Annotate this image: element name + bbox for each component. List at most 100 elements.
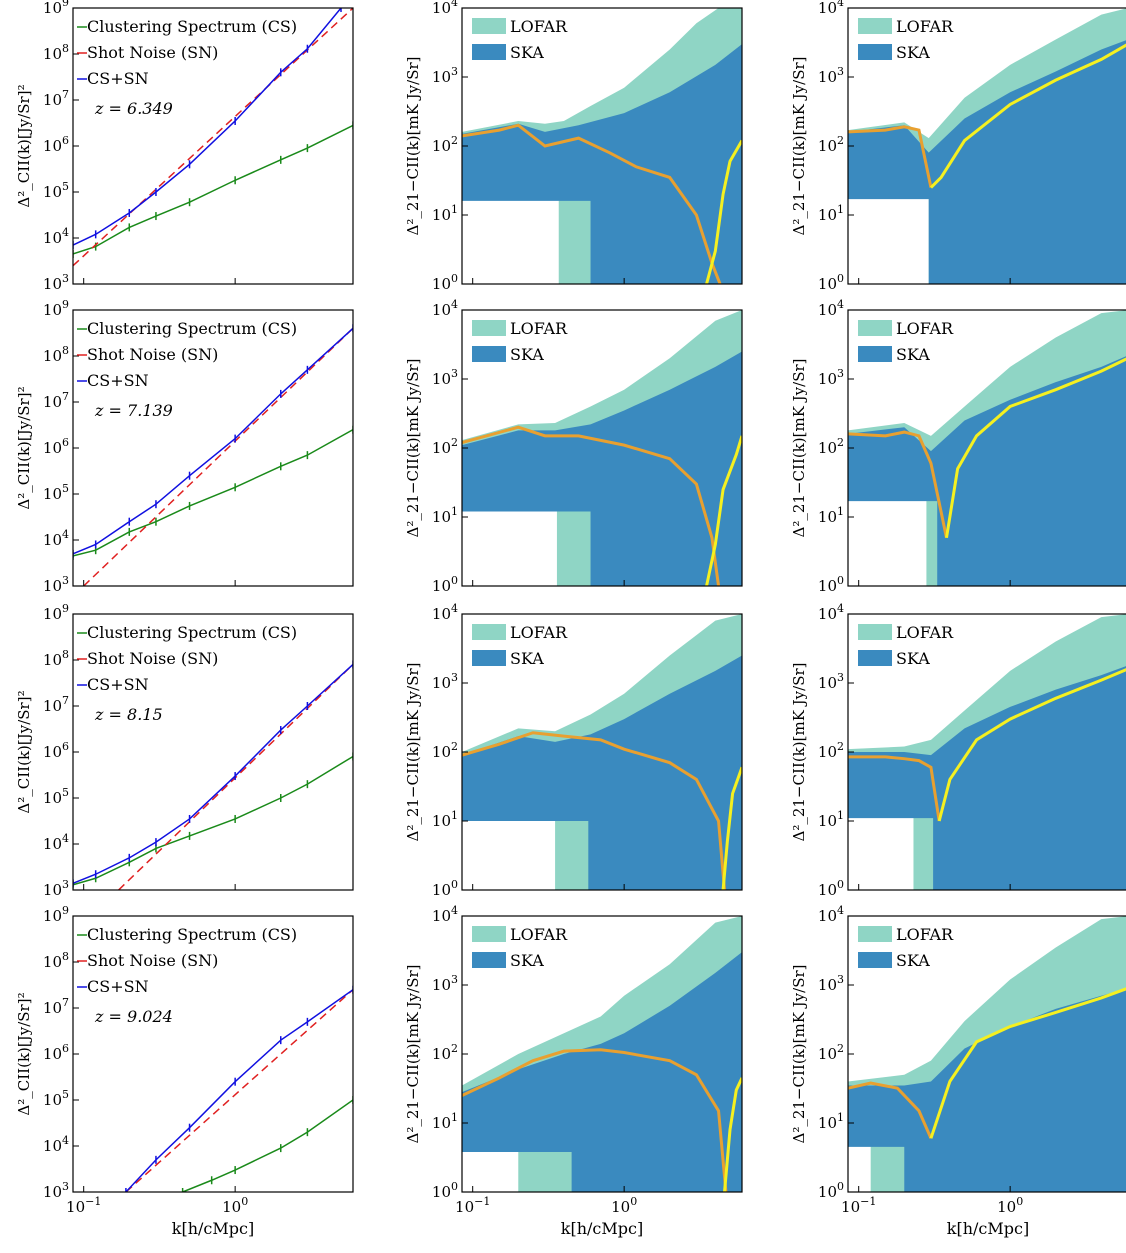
- y-tick-exp: 6: [62, 134, 69, 147]
- y-tick-exp: 3: [837, 973, 844, 986]
- y-tick-label: 102: [818, 740, 844, 761]
- y-tick-exp: 4: [837, 0, 844, 9]
- y-tick-label: 106: [43, 134, 69, 155]
- legend-swatch: [472, 650, 506, 666]
- line-shot-noise-sn-: [73, 8, 353, 267]
- legend: LOFAR SKA: [472, 623, 568, 668]
- band-ska: [848, 988, 1126, 1192]
- y-tick-label: 107: [43, 88, 69, 109]
- y-tick-exp: 1: [451, 505, 458, 518]
- y-tick-exp: 8: [62, 344, 69, 357]
- y-tick-exp: 1: [837, 809, 844, 822]
- legend-label: LOFAR: [510, 17, 568, 36]
- line-shot-noise-sn-: [83, 327, 353, 586]
- line-signal: [462, 123, 722, 284]
- y-tick-exp: 7: [62, 694, 69, 707]
- y-tick-exp: 6: [62, 740, 69, 753]
- legend-label: SKA: [896, 345, 930, 364]
- y-tick-exp: 4: [62, 528, 69, 541]
- y-tick-label: 100: [818, 272, 844, 293]
- y-tick-label: 101: [432, 809, 458, 830]
- x-tick-label: 100: [222, 1195, 248, 1216]
- legend-swatch: [858, 952, 892, 968]
- y-tick-label: 101: [818, 203, 844, 224]
- x-tick-exp: 0: [630, 1195, 637, 1208]
- plot-area: [73, 660, 353, 890]
- y-tick-label: 102: [432, 1042, 458, 1063]
- legend-label: Shot Noise (SN): [87, 649, 218, 668]
- legend-label: LOFAR: [510, 925, 568, 944]
- plot-area: [462, 8, 742, 284]
- y-tick-exp: 2: [451, 1042, 458, 1055]
- y-tick-label: 104: [43, 528, 69, 549]
- y-tick-label: 108: [43, 950, 69, 971]
- y-tick-label: 105: [43, 1088, 69, 1109]
- legend-swatch: [858, 18, 892, 34]
- y-axis-label: Δ²_21−CII(k)[mK Jy/Sr]: [790, 662, 808, 841]
- y-tick-exp: 9: [62, 904, 69, 917]
- y-tick-label: 101: [432, 203, 458, 224]
- y-tick-exp: 1: [451, 1111, 458, 1124]
- y-tick-exp: 4: [451, 602, 458, 615]
- plot-area: [848, 8, 1126, 284]
- plot-area: [848, 614, 1126, 890]
- y-tick-label: 107: [43, 996, 69, 1017]
- x-tick-label: 10−1: [841, 1195, 876, 1216]
- y-tick-label: 109: [43, 298, 69, 319]
- legend-label: Shot Noise (SN): [87, 951, 218, 970]
- redshift-annotation: z = 7.139: [94, 401, 173, 420]
- y-tick-exp: 3: [62, 574, 69, 587]
- legend: LOFAR SKA: [472, 17, 568, 62]
- y-tick-exp: 2: [837, 436, 844, 449]
- x-tick-label: 100: [997, 1195, 1023, 1216]
- x-tick-exp: 0: [1016, 1195, 1023, 1208]
- y-tick-exp: 5: [62, 1088, 69, 1101]
- y-axis-label: Δ²_CII(k)[Jy/Sr]²: [15, 690, 33, 813]
- y-tick-exp: 0: [837, 272, 844, 285]
- legend-label: LOFAR: [510, 319, 568, 338]
- y-tick-label: 100: [432, 272, 458, 293]
- legend-swatch: [472, 952, 506, 968]
- y-tick-label: 107: [43, 694, 69, 715]
- y-tick-label: 103: [818, 367, 844, 388]
- y-tick-label: 100: [432, 878, 458, 899]
- y-tick-exp: 2: [837, 134, 844, 147]
- y-tick-label: 103: [43, 878, 69, 899]
- legend-label: Clustering Spectrum (CS): [87, 925, 297, 944]
- legend-label: SKA: [510, 649, 544, 668]
- redshift-annotation: z = 6.349: [94, 99, 173, 118]
- y-tick-exp: 4: [837, 904, 844, 917]
- y-tick-label: 102: [818, 134, 844, 155]
- y-tick-exp: 7: [62, 390, 69, 403]
- y-tick-exp: 2: [837, 1042, 844, 1055]
- y-tick-label: 102: [432, 436, 458, 457]
- redshift-annotation: z = 8.15: [94, 705, 163, 724]
- line-cs-sn: [73, 663, 353, 884]
- plot-area: [73, 8, 353, 267]
- band-ska: [848, 666, 1126, 890]
- x-tick-exp: 0: [241, 1195, 248, 1208]
- y-tick-exp: 6: [62, 1042, 69, 1055]
- legend-label: Clustering Spectrum (CS): [87, 623, 297, 642]
- y-tick-label: 109: [43, 0, 69, 17]
- y-tick-exp: 3: [451, 973, 458, 986]
- y-tick-exp: 3: [837, 367, 844, 380]
- y-tick-label: 102: [432, 134, 458, 155]
- band-ska: [462, 952, 742, 1192]
- y-tick-label: 101: [818, 809, 844, 830]
- y-tick-exp: 5: [62, 180, 69, 193]
- y-tick-label: 103: [818, 671, 844, 692]
- y-tick-exp: 4: [451, 298, 458, 311]
- redshift-annotation: z = 9.024: [94, 1007, 173, 1026]
- legend-label: Clustering Spectrum (CS): [87, 319, 297, 338]
- line-signal: [848, 1081, 933, 1139]
- y-tick-exp: 4: [451, 904, 458, 917]
- line-signal: [462, 731, 727, 890]
- y-tick-exp: 5: [62, 786, 69, 799]
- y-tick-label: 104: [432, 904, 458, 925]
